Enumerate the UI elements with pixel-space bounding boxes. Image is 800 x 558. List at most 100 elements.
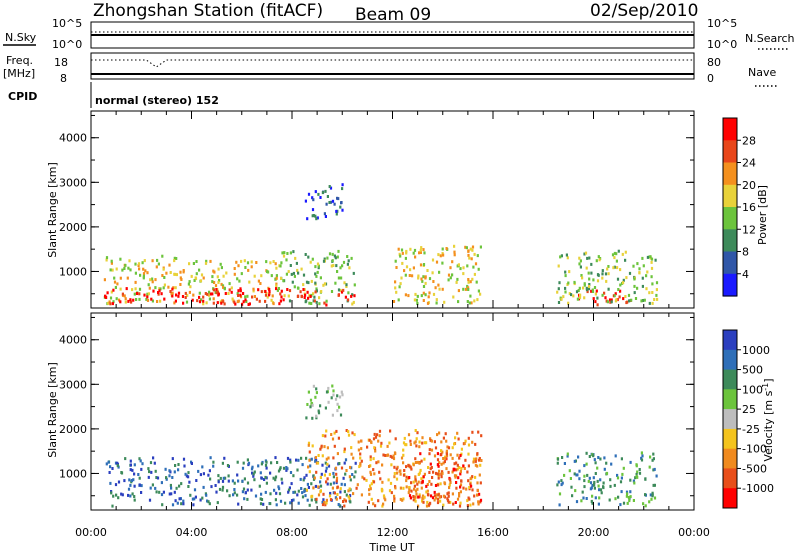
range-gate-cell xyxy=(335,212,338,216)
range-gate-cell xyxy=(304,199,307,203)
range-gate-cell xyxy=(236,460,239,464)
range-gate-cell xyxy=(460,447,463,451)
range-gate-cell xyxy=(348,266,351,270)
range-gate-cell xyxy=(306,290,309,294)
range-gate-cell xyxy=(131,492,134,496)
range-gate-cell xyxy=(446,445,449,449)
range-gate-cell xyxy=(307,296,310,300)
beam-title: Beam 09 xyxy=(355,5,431,25)
range-gate-cell xyxy=(435,496,438,500)
range-gate-cell xyxy=(352,456,355,460)
range-gate-cell xyxy=(187,471,190,475)
range-gate-cell xyxy=(138,457,141,461)
range-gate-cell xyxy=(442,461,445,465)
range-gate-cell xyxy=(613,294,616,298)
range-gate-cell xyxy=(318,302,321,306)
range-gate-cell xyxy=(214,484,217,487)
range-gate-cell xyxy=(407,294,410,298)
range-gate-cell xyxy=(128,259,131,263)
range-gate-cell xyxy=(416,460,420,464)
range-gate-cell xyxy=(145,297,148,301)
nsearch-tick-top: 10^5 xyxy=(707,17,737,30)
range-gate-cell xyxy=(425,504,429,508)
range-gate-cell xyxy=(143,293,146,297)
range-gate-cell xyxy=(308,301,311,305)
range-gate-cell xyxy=(625,494,628,498)
range-gate-cell xyxy=(244,295,247,299)
range-gate-cell xyxy=(146,298,150,302)
range-gate-cell xyxy=(339,266,342,270)
range-gate-cell xyxy=(412,480,415,484)
range-gate-cell xyxy=(397,298,400,302)
range-gate-cell xyxy=(382,453,385,457)
range-gate-cell xyxy=(227,479,230,483)
range-gate-cell xyxy=(177,468,180,472)
range-gate-cell xyxy=(322,259,326,263)
range-gate-cell xyxy=(432,280,435,283)
range-gate-cell xyxy=(339,205,342,209)
range-gate-cell xyxy=(583,282,586,286)
range-gate-cell xyxy=(421,441,424,445)
range-gate-cell xyxy=(429,438,432,442)
range-gate-cell xyxy=(574,489,577,493)
velocity-colorbar-label: Velocity [m s-1] xyxy=(761,378,775,461)
range-gate-cell xyxy=(137,473,140,476)
range-gate-cell xyxy=(438,287,441,291)
range-gate-cell xyxy=(456,463,459,467)
range-gate-cell xyxy=(188,280,191,284)
range-gate-cell xyxy=(235,260,238,264)
range-gate-cell xyxy=(347,433,351,437)
range-gate-cell xyxy=(340,201,343,204)
power-marks xyxy=(103,183,659,307)
range-gate-cell xyxy=(306,482,309,486)
range-gate-cell xyxy=(578,256,581,260)
range-gate-cell xyxy=(469,477,472,481)
range-gate-cell xyxy=(419,248,422,252)
range-gate-cell xyxy=(624,250,627,254)
range-gate-cell xyxy=(223,456,226,460)
range-gate-cell xyxy=(588,277,591,281)
range-gate-cell xyxy=(477,430,480,434)
y-tick-label: 2000 xyxy=(59,221,87,234)
range-gate-cell xyxy=(596,279,600,283)
range-gate-cell xyxy=(440,449,443,453)
range-gate-cell xyxy=(473,252,476,256)
range-gate-cell xyxy=(311,196,314,200)
range-gate-cell xyxy=(105,256,109,260)
range-gate-cell xyxy=(451,273,454,277)
range-gate-cell xyxy=(372,480,376,484)
range-gate-cell xyxy=(278,492,282,496)
range-gate-cell xyxy=(341,183,344,187)
range-gate-cell xyxy=(446,497,449,501)
range-gate-cell xyxy=(268,290,271,293)
range-gate-cell xyxy=(407,491,410,495)
range-gate-cell xyxy=(188,480,191,484)
range-gate-cell xyxy=(118,298,121,302)
range-gate-cell xyxy=(294,256,297,260)
range-gate-cell xyxy=(378,429,382,433)
range-gate-cell xyxy=(292,490,295,494)
range-gate-cell xyxy=(430,482,433,486)
range-gate-cell xyxy=(182,301,185,305)
range-gate-cell xyxy=(459,472,462,476)
freq-tick-bottom: 8 xyxy=(60,72,67,85)
colorbar-tick-label: 4 xyxy=(742,268,749,281)
range-gate-cell xyxy=(129,494,132,498)
colorbar-swatch xyxy=(723,184,737,208)
range-gate-cell xyxy=(600,491,603,495)
range-gate-cell xyxy=(142,274,145,278)
range-gate-cell xyxy=(583,296,586,300)
range-gate-cell xyxy=(289,458,292,462)
range-gate-cell xyxy=(372,457,375,461)
range-gate-cell xyxy=(594,461,597,465)
range-gate-cell xyxy=(312,214,315,217)
colorbar-swatch xyxy=(723,468,737,489)
range-gate-cell xyxy=(339,288,342,292)
range-gate-cell xyxy=(276,461,279,464)
range-gate-cell xyxy=(644,504,647,508)
range-gate-cell xyxy=(323,501,326,504)
range-gate-cell xyxy=(558,492,562,496)
range-gate-cell xyxy=(306,217,309,221)
range-gate-cell xyxy=(348,497,351,501)
